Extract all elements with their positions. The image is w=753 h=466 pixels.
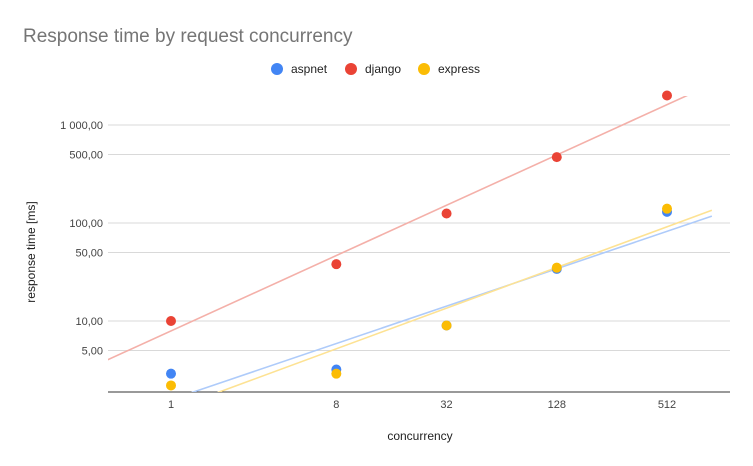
legend-label: aspnet (291, 62, 328, 76)
legend-item-django[interactable]: django (345, 62, 401, 76)
y-tick-label: 50,00 (75, 248, 103, 260)
trendlines (108, 96, 713, 392)
point-aspnet-1[interactable] (166, 368, 176, 379)
point-express-32[interactable] (441, 320, 452, 331)
x-tick-label: 1 (168, 399, 174, 411)
point-express-128[interactable] (551, 262, 562, 273)
legend-swatch (271, 63, 283, 75)
legend-swatch (418, 63, 430, 75)
x-tick-label: 8 (333, 399, 339, 411)
legend-swatch (345, 63, 357, 75)
chart-title: Response time by request concurrency (23, 26, 353, 47)
x-axis-label: concurrency (387, 429, 452, 443)
legend-label: django (365, 62, 401, 76)
y-tick-label: 100,00 (69, 218, 103, 230)
x-tick-label: 128 (548, 399, 566, 411)
point-express-8[interactable] (331, 368, 342, 379)
point-django-128[interactable] (551, 152, 562, 163)
point-django-1[interactable] (166, 316, 176, 326)
point-express-512[interactable] (662, 203, 672, 214)
y-tick-label: 10,00 (75, 316, 103, 328)
trendline-django (108, 96, 688, 361)
x-tick-label: 512 (658, 399, 676, 411)
x-axis-ticks: 1 8 32 128 512 (168, 399, 676, 411)
legend[interactable]: aspnet django express (271, 62, 480, 76)
data-points[interactable] (166, 90, 672, 391)
point-django-8[interactable] (331, 259, 342, 270)
legend-item-aspnet[interactable]: aspnet (271, 62, 328, 76)
trendline-express (216, 209, 713, 392)
point-django-32[interactable] (441, 208, 452, 219)
legend-label: express (438, 62, 480, 76)
point-django-512[interactable] (662, 90, 672, 101)
trendline-aspnet (190, 215, 713, 392)
y-tick-label: 1 000,00 (60, 120, 103, 132)
point-express-1[interactable] (166, 380, 176, 391)
y-tick-label: 5,00 (82, 346, 103, 358)
y-tick-label: 500,00 (69, 150, 103, 162)
x-tick-label: 32 (440, 399, 452, 411)
y-axis-ticks: 5,00 10,00 50,00 100,00 500,00 1 000,00 (60, 120, 103, 358)
y-axis-label: response time [ms] (24, 201, 38, 302)
legend-item-express[interactable]: express (418, 62, 480, 76)
grid (108, 124, 730, 393)
